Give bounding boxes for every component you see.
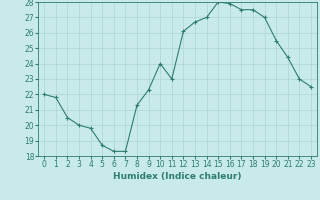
X-axis label: Humidex (Indice chaleur): Humidex (Indice chaleur) — [113, 172, 242, 181]
